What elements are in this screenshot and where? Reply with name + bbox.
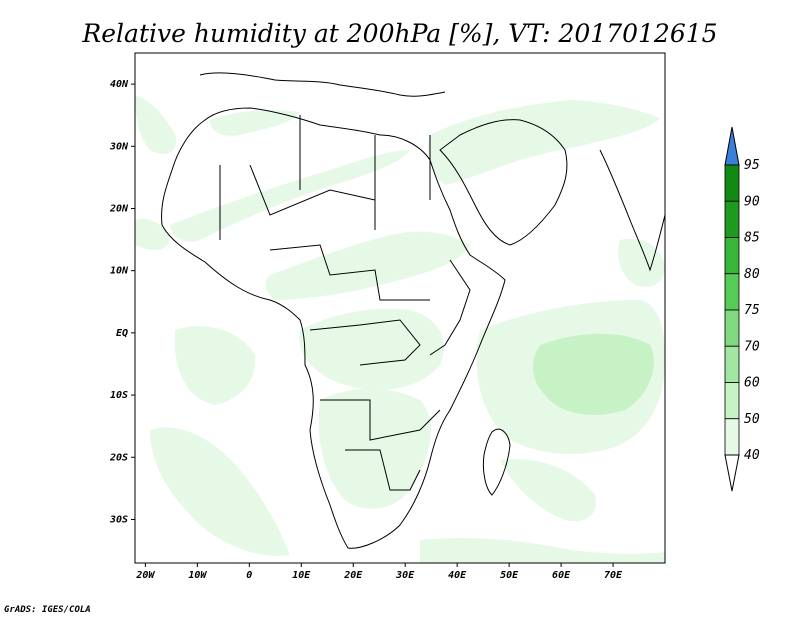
colorbar-label: 95 (744, 158, 760, 173)
map-frame (134, 52, 666, 564)
y-tick-label: 20S (109, 452, 128, 463)
map-area: 20W 10W 0 10E 20E 30E 40E 50E 60E 70E 40N 30N 20N 10… (109, 52, 666, 581)
colorbar-label: 75 (744, 303, 760, 318)
y-tick-label: 30N (109, 141, 129, 152)
x-axis: 20W 10W 0 10E 20E 30E 40E 50E 60E 70E (135, 563, 623, 581)
humidity-region-middle-east (428, 100, 660, 185)
humidity-region-far-south (420, 537, 665, 563)
colorbar-label: 40 (744, 448, 760, 463)
humidity-region-india-south (618, 238, 665, 287)
africa-coastline (161, 107, 506, 549)
border-southern-1 (320, 399, 441, 441)
humidity-region-southern (318, 388, 431, 509)
humidity-field (135, 95, 665, 563)
border-sahara-2 (299, 115, 431, 230)
credit-label: GrADS: IGES/COLA (4, 605, 91, 615)
y-tick-label: 30S (109, 514, 128, 525)
x-tick-label: 20W (135, 570, 155, 581)
humidity-region-sahel (265, 231, 470, 300)
colorbar-swatch (724, 164, 740, 202)
border-central-2 (309, 319, 421, 366)
y-tick-label: EQ (116, 328, 128, 339)
x-tick-label: 0 (246, 570, 252, 581)
x-tick-label: 10E (292, 570, 311, 581)
colorbar-swatch (724, 200, 740, 238)
madagascar (482, 428, 511, 496)
colorbar-extend-top (724, 126, 740, 166)
colorbar-swatch (724, 237, 740, 275)
humidity-region-atlantic-sw (150, 427, 290, 556)
humidity-region-south-indian (500, 459, 596, 522)
colorbar-label: 80 (744, 267, 760, 282)
x-tick-label: 20E (343, 570, 363, 581)
colorbar: 40 50 60 70 75 80 85 90 95 (724, 126, 760, 492)
humidity-region-west-coast (135, 218, 170, 250)
humidity-region-sahara-band (170, 150, 410, 242)
x-tick-label: 50E (500, 570, 519, 581)
y-axis: 40N 30N 20N 10N EQ 10S 20S 30S (109, 79, 135, 525)
x-tick-label: 10W (188, 570, 207, 581)
colorbar-extend-bottom (724, 454, 740, 492)
colorbar-label: 90 (744, 194, 760, 209)
x-tick-label: 60E (552, 570, 571, 581)
x-tick-label: 70E (604, 570, 623, 581)
border-sahara-1 (219, 164, 376, 240)
coastlines-borders (161, 72, 666, 549)
y-tick-label: 40N (110, 79, 129, 90)
colorbar-swatch (724, 309, 740, 347)
colorbar-label: 50 (744, 412, 760, 427)
europe-coastline (199, 72, 446, 97)
chart-title: Relative humidity at 200hPa [%], VT: 201… (81, 19, 717, 48)
colorbar-swatch (724, 273, 740, 311)
colorbar-swatch (724, 345, 740, 383)
y-tick-label: 10S (110, 390, 128, 401)
colorbar-swatch (724, 382, 740, 420)
border-east (429, 259, 471, 356)
colorbar-label: 85 (744, 231, 760, 246)
colorbar-swatch (724, 418, 740, 456)
humidity-region-indian-ocean-core (533, 333, 654, 415)
border-southern-2 (345, 449, 421, 491)
humidity-region-atlantic-south (174, 326, 256, 405)
colorbar-label: 60 (744, 376, 760, 391)
humidity-region-west-atlantic (135, 95, 177, 155)
x-tick-label: 40E (448, 570, 467, 581)
border-central-1 (269, 244, 430, 301)
y-tick-label: 20N (109, 203, 129, 214)
x-tick-label: 30E (395, 570, 415, 581)
humidity-region-sahara-band-2 (210, 110, 300, 136)
colorbar-label: 70 (744, 339, 760, 354)
arabia-coastline (439, 119, 568, 246)
india-coastline (599, 149, 666, 272)
y-tick-label: 10N (110, 266, 129, 277)
